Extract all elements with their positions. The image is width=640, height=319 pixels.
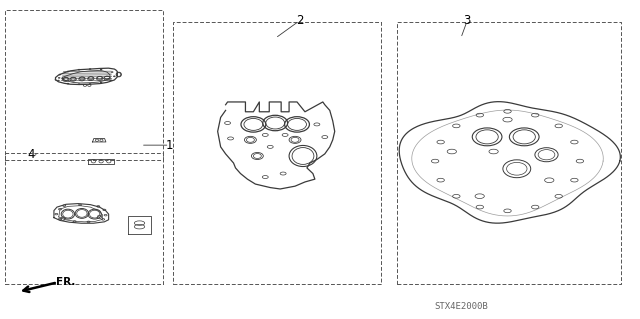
Text: STX4E2000B: STX4E2000B <box>434 302 488 311</box>
Text: FR.: FR. <box>56 277 75 287</box>
Text: 2: 2 <box>296 14 303 27</box>
Text: 1: 1 <box>166 139 173 152</box>
Text: 3: 3 <box>463 14 471 27</box>
Text: 4: 4 <box>27 148 35 161</box>
